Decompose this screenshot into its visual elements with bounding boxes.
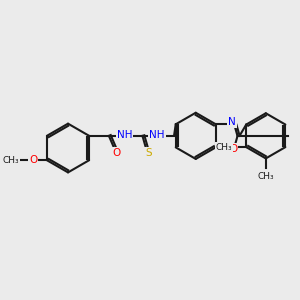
Text: CH₃: CH₃ [216, 142, 232, 152]
Text: O: O [229, 144, 237, 154]
Text: O: O [29, 155, 37, 165]
Text: CH₃: CH₃ [3, 156, 19, 165]
Text: CH₃: CH₃ [257, 172, 274, 181]
Text: NH: NH [117, 130, 132, 140]
Text: NH: NH [149, 130, 165, 140]
Text: N: N [228, 117, 236, 127]
Text: S: S [145, 148, 152, 158]
Text: O: O [113, 148, 121, 158]
